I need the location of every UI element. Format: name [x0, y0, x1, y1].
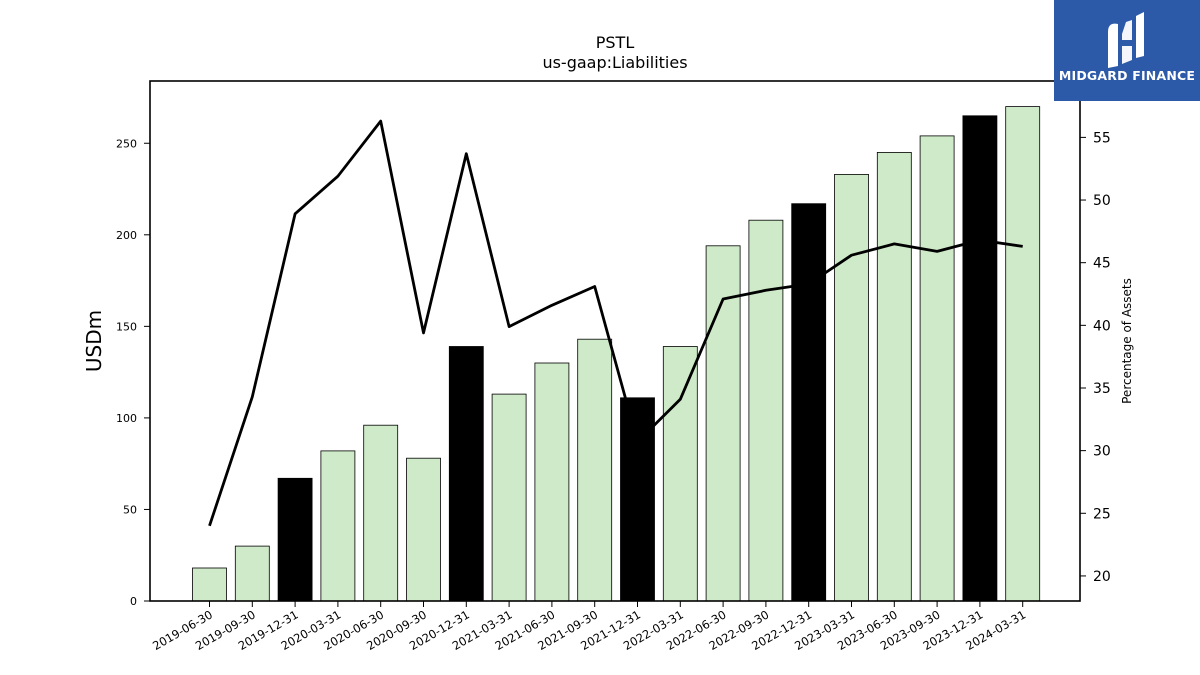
plot-frame [149, 80, 1081, 602]
bar-2022-03-31 [662, 346, 698, 602]
y-axis-label: USDm [82, 310, 106, 372]
bar-2020-06-30 [363, 424, 399, 602]
y2-tick-label: 20 [1093, 569, 1111, 585]
logo-icon [1108, 12, 1144, 68]
bar-2019-09-30 [234, 545, 270, 602]
y2-tick-label: 25 [1093, 506, 1111, 522]
bar-2020-12-31 [448, 346, 484, 602]
bar-2019-06-30 [192, 567, 227, 602]
brand-logo: MIDGARD FINANCE [1054, 0, 1200, 101]
bar-series [192, 106, 1041, 602]
bar-2022-09-30 [748, 219, 784, 602]
bar-2023-09-30 [919, 135, 955, 602]
bar-2022-12-31 [791, 203, 827, 602]
y2-tick-label: 50 [1093, 193, 1111, 209]
y2-tick-label: 40 [1093, 318, 1111, 334]
y-tick-label: 250 [116, 137, 137, 150]
bar-2020-09-30 [406, 457, 441, 602]
y2-tick-label: 55 [1093, 130, 1111, 146]
bar-2022-06-30 [705, 245, 741, 602]
y2-axis-label: Percentage of Assets [1120, 278, 1134, 404]
bar-2021-09-30 [577, 338, 613, 602]
percentage-line [208, 119, 1023, 527]
bar-2023-03-31 [834, 173, 869, 602]
chart-subtitle: us-gaap:Liabilities [542, 53, 687, 72]
left-axis: 0 50 100 150 200 250 [116, 137, 150, 608]
y-tick-label: 100 [116, 412, 137, 425]
bar-2019-12-31 [277, 477, 313, 602]
x-axis: 2019-06-302019-09-302019-12-312020-03-31… [150, 601, 1028, 653]
logo-text: MIDGARD FINANCE [1058, 68, 1196, 83]
y-tick-label: 150 [116, 320, 137, 333]
bar-2023-06-30 [876, 151, 912, 602]
right-axis: 20 25 30 35 40 45 50 55 [1080, 130, 1111, 585]
bar-2021-03-31 [491, 393, 527, 602]
bar-2021-06-30 [534, 362, 570, 602]
bar-2023-12-31 [962, 115, 998, 602]
y-tick-label: 0 [130, 595, 137, 608]
bar-2024-03-31 [1005, 106, 1041, 602]
line-series [208, 119, 1023, 527]
y2-tick-label: 45 [1093, 256, 1111, 272]
y2-tick-label: 30 [1093, 444, 1111, 460]
y-tick-label: 200 [116, 229, 137, 242]
y-tick-label: 50 [123, 503, 137, 516]
y2-tick-label: 35 [1093, 381, 1111, 397]
bar-2020-03-31 [320, 450, 356, 602]
chart-title: PSTL [596, 33, 635, 52]
